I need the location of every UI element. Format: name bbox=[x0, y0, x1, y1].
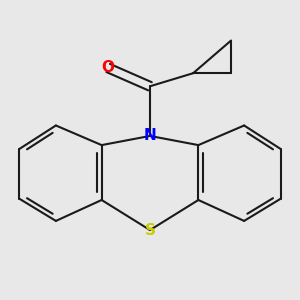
Text: N: N bbox=[144, 128, 156, 143]
Text: S: S bbox=[145, 223, 155, 238]
Text: O: O bbox=[102, 61, 115, 76]
